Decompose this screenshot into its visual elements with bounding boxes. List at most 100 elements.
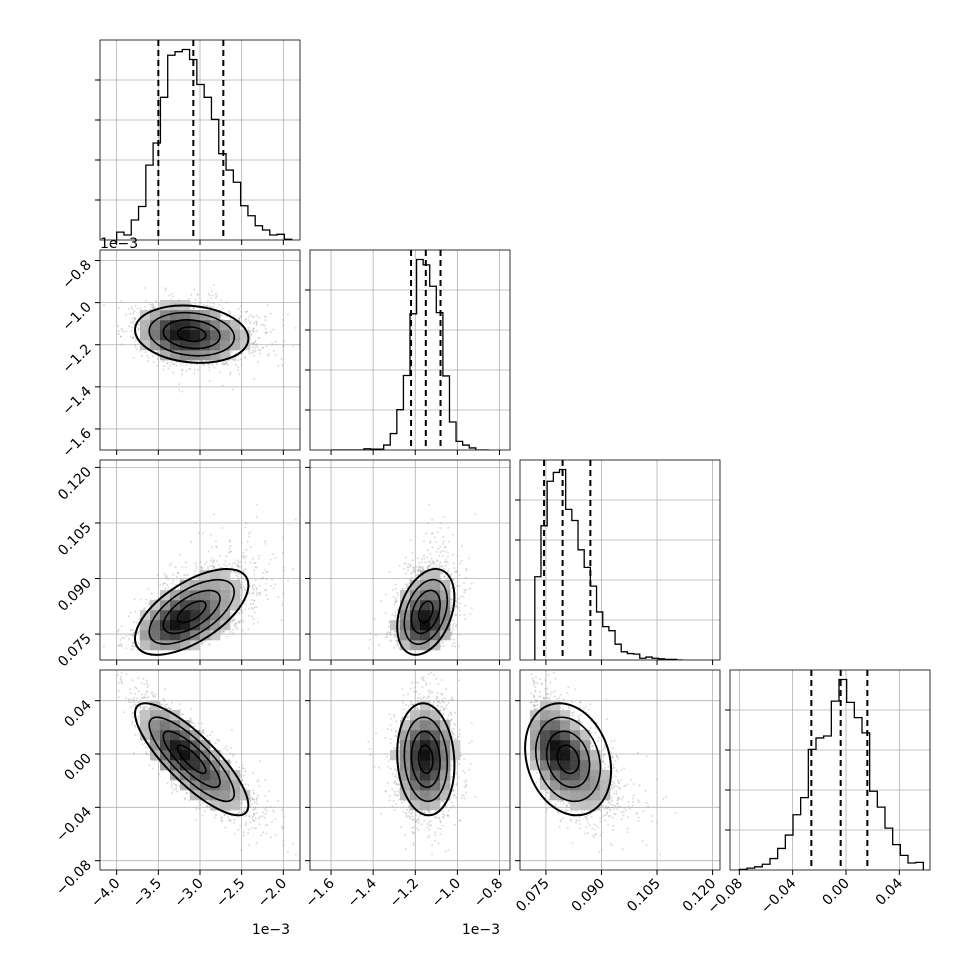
scatter-point xyxy=(269,585,272,588)
scatter-point xyxy=(247,614,250,617)
scatter-point xyxy=(252,315,255,318)
scatter-point xyxy=(245,555,248,558)
scatter-point xyxy=(152,305,155,307)
scatter-point xyxy=(133,621,136,623)
scatter-point xyxy=(233,623,236,626)
scatter-point xyxy=(196,293,199,295)
scatter-point xyxy=(240,577,243,580)
scatter-point xyxy=(196,576,199,579)
scatter-point xyxy=(228,539,231,542)
contour-level xyxy=(148,311,236,357)
scatter-point xyxy=(145,354,148,357)
scatter-point xyxy=(255,503,258,506)
scatter-point xyxy=(222,363,225,366)
scatter-point xyxy=(183,574,186,577)
histogram-step xyxy=(331,258,489,450)
scatter-point xyxy=(187,298,190,300)
scatter-point xyxy=(151,306,154,309)
scatter-point xyxy=(244,526,247,529)
scatter-point xyxy=(240,583,243,586)
scatter-point xyxy=(237,566,240,569)
density-cell xyxy=(140,330,151,341)
scatter-point xyxy=(227,551,230,553)
scatter-point xyxy=(209,305,212,308)
panel-1-1 xyxy=(305,249,511,455)
scatter-point xyxy=(241,609,243,612)
scatter-point xyxy=(170,293,173,296)
scatter-point xyxy=(117,628,120,631)
scatter-point xyxy=(257,336,260,339)
density-cell xyxy=(180,330,191,341)
scatter-point xyxy=(136,631,139,634)
scatter-point xyxy=(120,299,123,302)
density-cell xyxy=(190,320,201,331)
scatter-point xyxy=(237,359,240,362)
scatter-point xyxy=(117,325,119,327)
scatter-point xyxy=(129,336,132,338)
scatter-point xyxy=(229,551,232,554)
scatter-point xyxy=(217,563,220,566)
scatter-point xyxy=(231,358,234,361)
scatter-point xyxy=(207,299,209,302)
scatter-point xyxy=(262,346,265,349)
scatter-point xyxy=(241,581,244,584)
scatter-point xyxy=(120,644,123,647)
scatter-point xyxy=(266,354,269,357)
scatter-point xyxy=(131,645,134,648)
scatter-point xyxy=(244,318,247,321)
scatter-point xyxy=(200,642,203,645)
panel-content xyxy=(100,460,300,660)
scatter-point xyxy=(237,575,240,578)
density-cell xyxy=(160,350,171,361)
scatter-point xyxy=(138,618,141,621)
scatter-point xyxy=(255,322,258,325)
scatter-point xyxy=(282,569,285,572)
scatter-point xyxy=(169,364,172,367)
scatter-point xyxy=(265,331,268,334)
scatter-point xyxy=(157,351,160,354)
scatter-point xyxy=(282,345,285,348)
scatter-point xyxy=(247,532,250,535)
scatter-point xyxy=(237,620,240,623)
scatter-point xyxy=(129,321,132,324)
scatter-point xyxy=(233,359,236,362)
scatter-point xyxy=(184,574,187,576)
density-cell xyxy=(150,320,161,331)
scatter-point xyxy=(247,319,250,322)
scatter-point xyxy=(173,363,176,366)
scatter-point xyxy=(258,316,261,319)
scatter-point xyxy=(240,310,243,313)
scatter-point xyxy=(221,384,224,387)
scatter-point xyxy=(130,648,133,651)
scatter-point xyxy=(259,349,262,351)
scatter-point xyxy=(236,628,239,631)
scatter-point xyxy=(226,363,229,366)
scatter-point xyxy=(179,578,182,581)
scatter-point xyxy=(252,342,254,345)
scatter-point xyxy=(286,313,289,316)
scatter-point xyxy=(131,326,134,329)
scatter-point xyxy=(248,592,251,595)
scatter-point xyxy=(192,306,195,309)
scatter-point xyxy=(252,617,255,620)
scatter-point xyxy=(238,621,240,624)
scatter-point xyxy=(256,361,259,364)
scatter-point xyxy=(210,546,213,549)
scatter-point xyxy=(215,292,217,295)
density-cell xyxy=(190,330,201,341)
scatter-point xyxy=(198,532,201,535)
scatter-point xyxy=(264,319,267,321)
scatter-point xyxy=(247,350,250,353)
scatter-point xyxy=(132,648,134,651)
scatter-point xyxy=(240,363,243,366)
scatter-point xyxy=(294,326,297,329)
scatter-point xyxy=(230,351,233,354)
scatter-point xyxy=(242,585,245,588)
scatter-point xyxy=(155,300,158,303)
scatter-point xyxy=(231,388,234,391)
scatter-point xyxy=(243,588,246,590)
scatter-point xyxy=(272,587,275,590)
scatter-point xyxy=(154,306,156,309)
scatter-point xyxy=(252,329,255,332)
scatter-point xyxy=(228,563,231,566)
